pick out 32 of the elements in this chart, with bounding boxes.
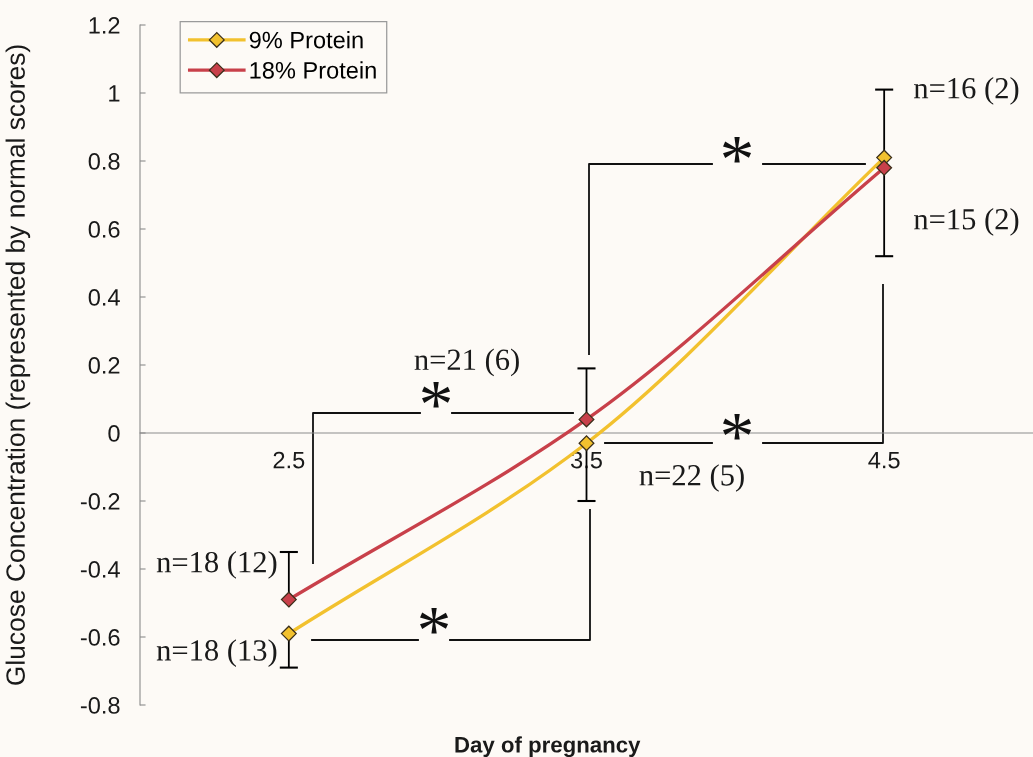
legend-label: 18% Protein	[250, 61, 376, 79]
annotation: n=18 (13)	[156, 639, 277, 667]
annotation: n=22 (5)	[639, 464, 744, 492]
annotation: n=15 (2)	[914, 208, 1019, 236]
point	[876, 159, 893, 176]
y-tick-label: 0.8	[88, 153, 120, 170]
x-axis-title: Day of pregnancy	[455, 736, 641, 757]
annotation: n=18 (12)	[156, 551, 277, 579]
x-tick-label: 4.5	[868, 451, 900, 469]
point	[578, 411, 595, 428]
annotation: *	[420, 608, 449, 634]
y-tick-label: 0.4	[88, 289, 120, 306]
y-tick-label: -0.8	[80, 697, 120, 714]
y-tick-label: 1	[109, 85, 120, 102]
annotation: *	[723, 137, 752, 163]
x-tick-label: 2.5	[273, 451, 305, 469]
y-tick-label: -0.6	[80, 629, 120, 646]
point	[280, 625, 297, 642]
y-tick-label: 0.6	[88, 221, 120, 238]
annotation: n=16 (2)	[914, 77, 1019, 105]
y-tick-label: 0.2	[88, 357, 120, 374]
y-tick-label: -0.2	[80, 493, 120, 510]
y-tick-label: 1.2	[89, 17, 120, 34]
legend-label: 9% Protein	[249, 31, 363, 49]
point	[280, 591, 297, 608]
annotation: *	[723, 414, 752, 440]
y-axis-title: Glucose Concentration (represented by normal scores)	[5, 45, 31, 685]
point	[578, 435, 595, 452]
y-tick-label: -0.4	[80, 561, 120, 578]
y-tick-label: 0	[108, 425, 120, 442]
annotation: *	[422, 382, 451, 408]
annotation: n=21 (6)	[414, 348, 519, 377]
